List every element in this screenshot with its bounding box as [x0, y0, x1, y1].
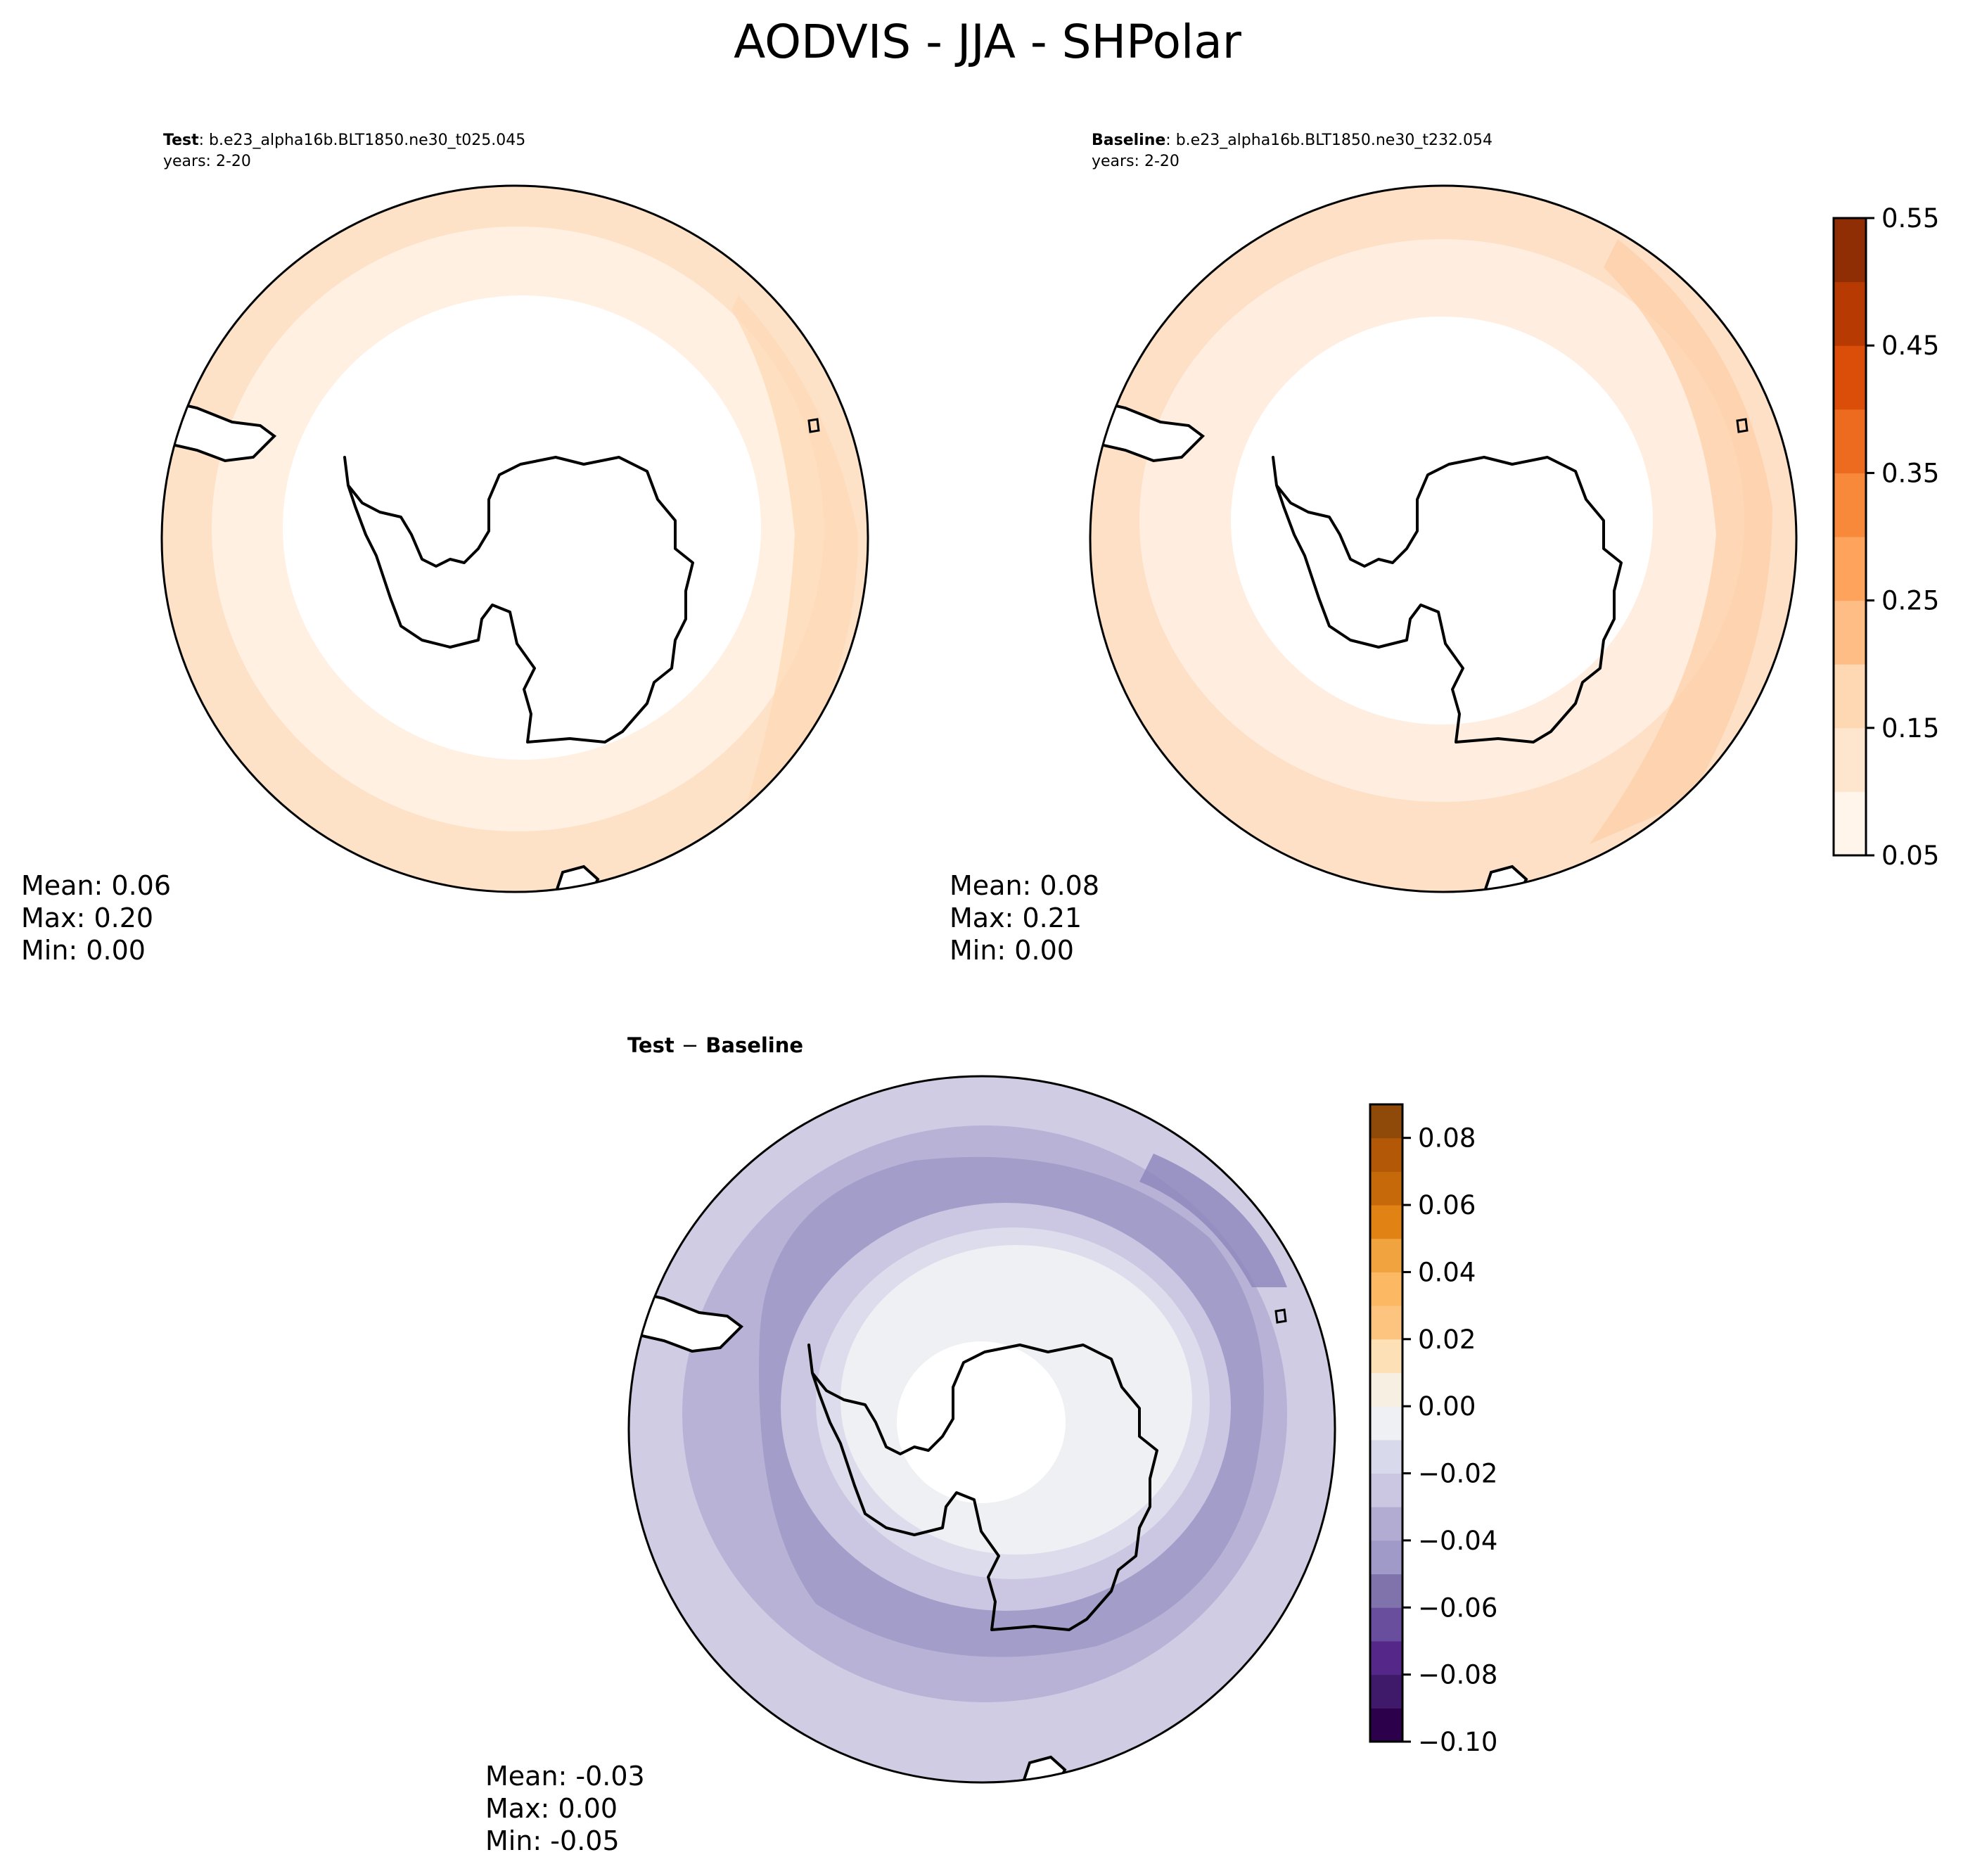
test-panel-label: Test: b.e23_alpha16b.BLT1850.ne30_t025.0… — [163, 132, 525, 149]
diff-colorbar-segment — [1370, 1238, 1402, 1272]
diff-colorbar-segment — [1370, 1439, 1402, 1474]
baseline-south-america — [1093, 399, 1206, 463]
test-label-case: : b.e23_alpha16b.BLT1850.ne30_t025.045 — [199, 132, 526, 149]
diff-island — [1274, 1308, 1287, 1324]
diff-colorbar-tick-label: −0.04 — [1418, 1526, 1497, 1556]
diff-colorbar-tick-label: 0.02 — [1418, 1325, 1476, 1355]
diff-colorbar-frame — [1369, 1103, 1404, 1743]
baseline-stat-mean: Mean: 0.08 — [950, 870, 1099, 901]
diff-colorbar-tick-label: −0.08 — [1418, 1660, 1497, 1690]
diff-colorbar-tick-label: 0.00 — [1418, 1391, 1476, 1422]
diff-colorbar-segment — [1370, 1674, 1402, 1709]
diff-south-america — [632, 1289, 744, 1353]
baseline-island — [1736, 418, 1749, 433]
diff-colorbar-tick-label: −0.06 — [1418, 1593, 1497, 1623]
test-stat-mean: Mean: 0.06 — [21, 870, 171, 901]
baseline-map — [1090, 186, 1796, 892]
diff-colorbar-tick-label: 0.08 — [1418, 1123, 1476, 1154]
diff-label-baseline: Baseline — [705, 1033, 803, 1057]
diff-colorbar-segment — [1370, 1205, 1402, 1239]
diff-colorbar: −0.10 −0.08 −0.06 −0.04 −0.02 0.00 0.02 0.04 0.0… — [1369, 1103, 1497, 1757]
diff-colorbar-tick-label: 0.04 — [1418, 1257, 1476, 1287]
baseline-stat-min: Min: 0.00 — [950, 935, 1074, 966]
diff-colorbar-segment — [1370, 1272, 1402, 1306]
main-colorbar-tick-label: 0.45 — [1881, 331, 1939, 361]
diff-map — [629, 1076, 1335, 1782]
diff-colorbar-tick-label: −0.10 — [1418, 1727, 1497, 1757]
baseline-panel-label: Baseline: b.e23_alpha16b.BLT1850.ne30_t2… — [1092, 132, 1493, 149]
diff-colorbar-segment — [1370, 1406, 1402, 1441]
diff-colorbar-segment — [1370, 1171, 1402, 1206]
baseline-label-case: : b.e23_alpha16b.BLT1850.ne30_t232.054 — [1165, 132, 1493, 149]
diff-band-1 — [897, 1341, 1066, 1503]
main-colorbar-segment — [1834, 537, 1866, 601]
diff-colorbar-tick-label: −0.02 — [1418, 1459, 1497, 1489]
diff-label-test: Test — [627, 1033, 675, 1057]
main-colorbar-tick-label: 0.05 — [1881, 841, 1939, 871]
main-colorbar-tick-label: 0.55 — [1881, 203, 1939, 234]
baseline-stat-max: Max: 0.21 — [950, 902, 1082, 933]
test-label-bold: Test — [163, 132, 199, 149]
main-colorbar-segment — [1834, 727, 1866, 792]
diff-colorbar-segment — [1370, 1473, 1402, 1507]
main-colorbar-tick-label: 0.35 — [1881, 458, 1939, 488]
baseline-band-inner — [1231, 317, 1653, 725]
diff-colorbar-segment — [1370, 1540, 1402, 1575]
test-stat-max: Max: 0.20 — [21, 902, 153, 933]
diff-panel: Test − Baseline Mean: -0.03 Max: 0.00 Mi… — [485, 1033, 1336, 1856]
test-map-border — [160, 184, 869, 893]
figure-title: AODVIS - JJA - SHPolar — [734, 15, 1242, 69]
test-panel-years: years: 2-20 — [163, 153, 251, 170]
main-colorbar-ticks: 0.05 0.15 0.25 0.35 0.45 0.55 — [1866, 203, 1939, 871]
baseline-panel-years: years: 2-20 — [1092, 153, 1180, 170]
main-colorbar-segment — [1834, 281, 1866, 346]
diff-colorbar-ticks: −0.10 −0.08 −0.06 −0.04 −0.02 0.00 0.02 0.04 0.0… — [1402, 1123, 1497, 1757]
diff-colorbar-segments — [1370, 1104, 1402, 1742]
diff-colorbar-segment — [1370, 1104, 1402, 1139]
diff-colorbar-segment — [1370, 1137, 1402, 1172]
main-colorbar-segment — [1834, 345, 1866, 410]
diff-colorbar-tick-label: 0.06 — [1418, 1190, 1476, 1220]
diff-map-border — [627, 1075, 1336, 1784]
diff-stat-mean: Mean: -0.03 — [485, 1761, 645, 1792]
diff-colorbar-segment — [1370, 1306, 1402, 1340]
diff-stat-min: Min: -0.05 — [485, 1825, 620, 1856]
baseline-map-border — [1089, 184, 1798, 893]
diff-colorbar-segment — [1370, 1607, 1402, 1642]
main-colorbar-segment — [1834, 473, 1866, 537]
diff-colorbar-segment — [1370, 1372, 1402, 1407]
main-colorbar-segments — [1834, 218, 1866, 856]
diff-colorbar-segment — [1370, 1574, 1402, 1608]
test-panel: Test: b.e23_alpha16b.BLT1850.ne30_t025.0… — [21, 132, 869, 966]
main-colorbar-frame — [1832, 217, 1867, 857]
test-map — [162, 186, 868, 892]
main-colorbar: 0.05 0.15 0.25 0.35 0.45 0.55 — [1832, 203, 1939, 871]
baseline-label-bold: Baseline — [1092, 132, 1165, 149]
main-colorbar-segment — [1834, 664, 1866, 729]
test-band-ne-patch — [731, 295, 858, 830]
main-colorbar-tick-label: 0.25 — [1881, 586, 1939, 616]
main-colorbar-segment — [1834, 409, 1866, 473]
test-stat-min: Min: 0.00 — [21, 935, 146, 966]
diff-band-ne-patch — [1139, 1154, 1287, 1287]
main-colorbar-tick-label: 0.15 — [1881, 713, 1939, 744]
main-colorbar-segment — [1834, 600, 1866, 665]
main-colorbar-segment — [1834, 218, 1866, 283]
diff-label-op: − — [682, 1033, 698, 1057]
diff-colorbar-segment — [1370, 1507, 1402, 1541]
test-island — [807, 418, 820, 433]
diff-stat-max: Max: 0.00 — [485, 1793, 618, 1824]
diff-colorbar-segment — [1370, 1640, 1402, 1676]
test-south-america — [165, 399, 277, 463]
test-band-inner — [283, 295, 761, 760]
baseline-panel: Baseline: b.e23_alpha16b.BLT1850.ne30_t2… — [950, 132, 1798, 966]
baseline-band-ne-patch — [1590, 239, 1772, 844]
diff-panel-label: Test − Baseline — [627, 1033, 803, 1057]
diff-colorbar-segment — [1370, 1339, 1402, 1373]
main-colorbar-segment — [1834, 791, 1866, 856]
diff-colorbar-segment — [1370, 1708, 1402, 1742]
